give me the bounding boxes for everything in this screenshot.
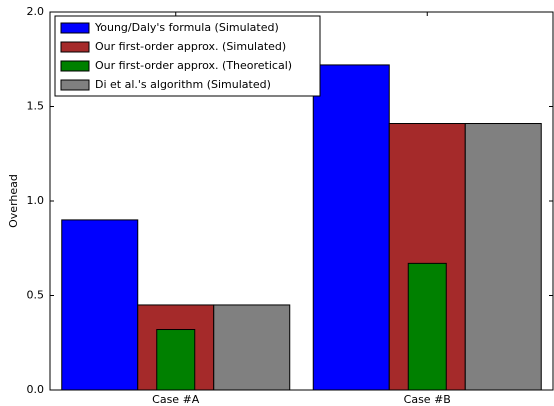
y-axis-label: Overhead [7, 174, 20, 228]
legend-swatch [60, 79, 90, 91]
x-tick-label: Case #B [404, 393, 451, 406]
y-tick-label: 0.5 [27, 289, 45, 302]
legend-label: Di et al.'s algorithm (Simulated) [95, 78, 271, 91]
legend-label: Our first-order approx. (Theoretical) [95, 59, 292, 72]
legend-swatch [60, 22, 90, 34]
plot-frame [49, 11, 554, 391]
legend-swatch [60, 41, 90, 53]
legend-label: Our first-order approx. (Simulated) [95, 40, 286, 53]
bar [407, 262, 447, 391]
bar [61, 219, 139, 391]
legend-swatch [60, 60, 90, 72]
bar [156, 329, 196, 391]
x-tick-label: Case #A [152, 393, 200, 406]
legend-label: Young/Daly's formula (Simulated) [94, 21, 279, 34]
bar [213, 304, 291, 391]
y-tick-label: 0.0 [27, 383, 45, 396]
bar [464, 123, 542, 391]
bar [312, 64, 390, 391]
y-tick-label: 1.5 [27, 100, 45, 113]
legend-box [54, 15, 321, 97]
y-tick-label: 2.0 [27, 5, 45, 18]
y-tick-label: 1.0 [27, 194, 45, 207]
